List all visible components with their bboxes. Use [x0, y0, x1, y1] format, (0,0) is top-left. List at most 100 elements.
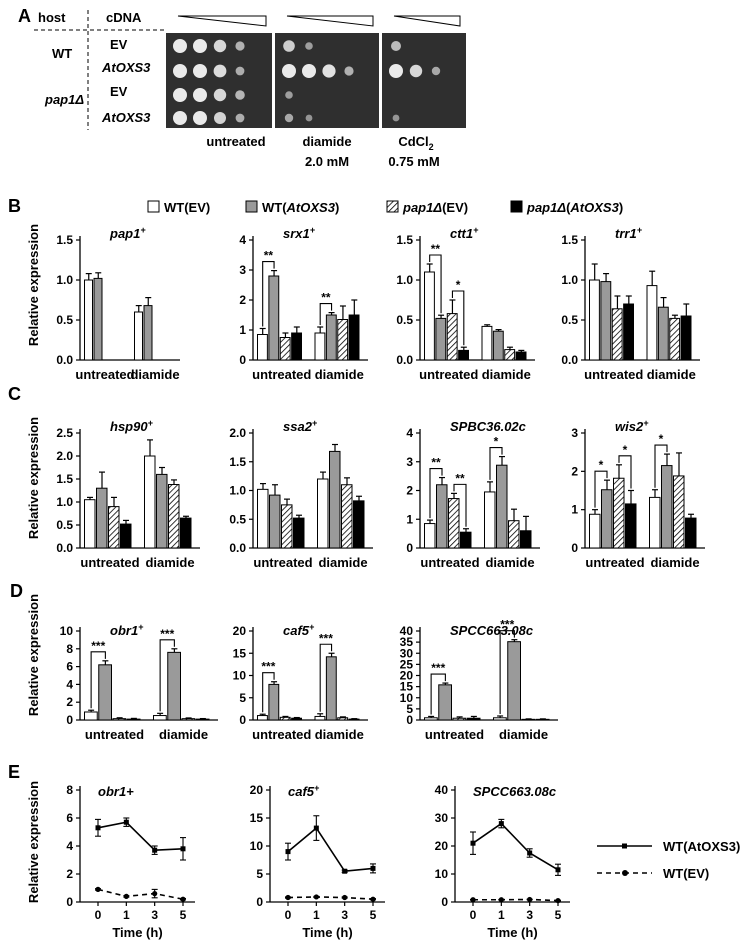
y-tick-label: 20 [233, 624, 247, 638]
bar [314, 715, 326, 721]
colony-spot [305, 42, 313, 50]
colony-spot [344, 66, 354, 76]
chart-title: pap1+ [109, 225, 146, 241]
bar [143, 305, 153, 361]
y-tick-label: 20 [400, 669, 414, 683]
significance-bracket [90, 651, 106, 709]
bar [424, 717, 438, 721]
y-tick-label: 4 [239, 233, 246, 247]
bar [134, 311, 143, 361]
group-label-diamide: diamide [485, 555, 534, 570]
series-line-wt-atoxs3 [287, 826, 374, 873]
y-tick-label: 6 [66, 811, 73, 825]
line-chart-caf5: 0 5 10 15 20 0 1 3 5 Time (h) caf5+ [250, 783, 385, 940]
colony-spot [392, 114, 400, 122]
y-tick-label: 0.0 [561, 353, 578, 367]
colony-spot [173, 111, 187, 125]
plate-label-diamide-conc: 2.0 mM [305, 154, 349, 169]
y-tick-label: 0.5 [56, 313, 73, 327]
group-label-diamide: diamide [145, 555, 194, 570]
y-tick-label: 0.5 [229, 512, 246, 526]
x-tick-label: 0 [95, 908, 102, 922]
y-tick-label: 8 [66, 783, 73, 797]
bar [601, 489, 613, 549]
y-tick-label: 2 [571, 464, 578, 478]
bar [337, 717, 349, 721]
bar [589, 279, 600, 361]
data-point [498, 897, 504, 903]
group-label-diamide: diamide [318, 555, 367, 570]
y-tick-label: 1 [239, 323, 246, 337]
ylabel-c: Relative expression [26, 417, 41, 539]
bar [424, 523, 436, 549]
significance-label: * [599, 458, 604, 472]
bar [84, 279, 93, 361]
y-tick-label: 1.5 [396, 233, 413, 247]
colony-spot [302, 64, 316, 78]
bar [269, 494, 281, 549]
bar [493, 717, 507, 721]
y-tick-label: 35 [400, 635, 414, 649]
significance-label: *** [91, 639, 105, 653]
y-tick-label: 0.0 [229, 541, 246, 555]
x-axis-label: Time (h) [487, 925, 537, 940]
bar [492, 330, 504, 361]
bar [195, 718, 210, 721]
line-legend-dashed-label: WT(EV) [663, 866, 709, 881]
line-legend-dashed-marker [622, 870, 628, 876]
bar-chart-trr1: 0.0 0.5 1.0 1.5 trr1+ untreated diamide [561, 225, 700, 382]
bar [325, 656, 337, 721]
y-tick-label: 1.0 [229, 484, 246, 498]
significance-bracket [262, 672, 275, 713]
data-point [95, 825, 101, 831]
significance-label: ** [431, 242, 441, 256]
chart-title-sup: + [312, 418, 318, 428]
y-tick-label: 40 [400, 624, 414, 638]
x-axis-label: Time (h) [112, 925, 162, 940]
bar [281, 504, 293, 549]
bar [458, 349, 469, 361]
colony-spot [213, 64, 227, 78]
bar [649, 496, 661, 549]
chart-title: wis2+ [615, 418, 649, 434]
bar-chart-srx1: 0 1 2 3 4 srx1+ untreated diamide ** ** [239, 225, 368, 382]
bar [268, 275, 280, 361]
data-point [313, 894, 319, 900]
line-legend-solid-marker [622, 843, 627, 849]
colony-spot [173, 39, 187, 53]
cdna-row-4: AtOXS3 [101, 110, 151, 125]
colony-spot [431, 66, 441, 76]
legend-label-wt-ev: WT(EV) [164, 200, 210, 215]
bar [661, 465, 673, 549]
bar [181, 718, 196, 721]
y-tick-label: 15 [400, 680, 414, 694]
bar [504, 349, 516, 361]
series-line-wt-atoxs3 [472, 822, 559, 871]
legend-swatch-pap1-ev [386, 200, 399, 213]
significance-bracket [319, 643, 333, 712]
plate-label-cdcl2-conc: 0.75 mM [388, 154, 439, 169]
y-tick-label: 1.0 [56, 273, 73, 287]
significance-label: * [659, 432, 664, 446]
significance-bracket [499, 630, 515, 714]
bar-chart-hsp90: 0.0 0.5 1.0 1.5 2.0 2.5 hsp90+ untreated diamide [56, 418, 200, 570]
bar [325, 314, 337, 361]
y-tick-label: 5 [406, 702, 413, 716]
chart-title-sup: + [637, 225, 643, 235]
host-pap1: pap1Δ [44, 92, 84, 107]
group-label-diamide: diamide [159, 727, 208, 742]
bar [153, 715, 167, 721]
bar [438, 684, 452, 721]
bar [167, 651, 181, 721]
data-point [123, 893, 129, 900]
y-tick-label: 4 [406, 426, 413, 440]
bar [589, 513, 601, 549]
data-point [555, 898, 561, 904]
data-point [498, 821, 504, 827]
legend-swatch-wt-ev [147, 200, 160, 213]
group-label-diamide: diamide [650, 555, 699, 570]
y-tick-label: 5 [239, 691, 246, 705]
bar [126, 718, 141, 721]
